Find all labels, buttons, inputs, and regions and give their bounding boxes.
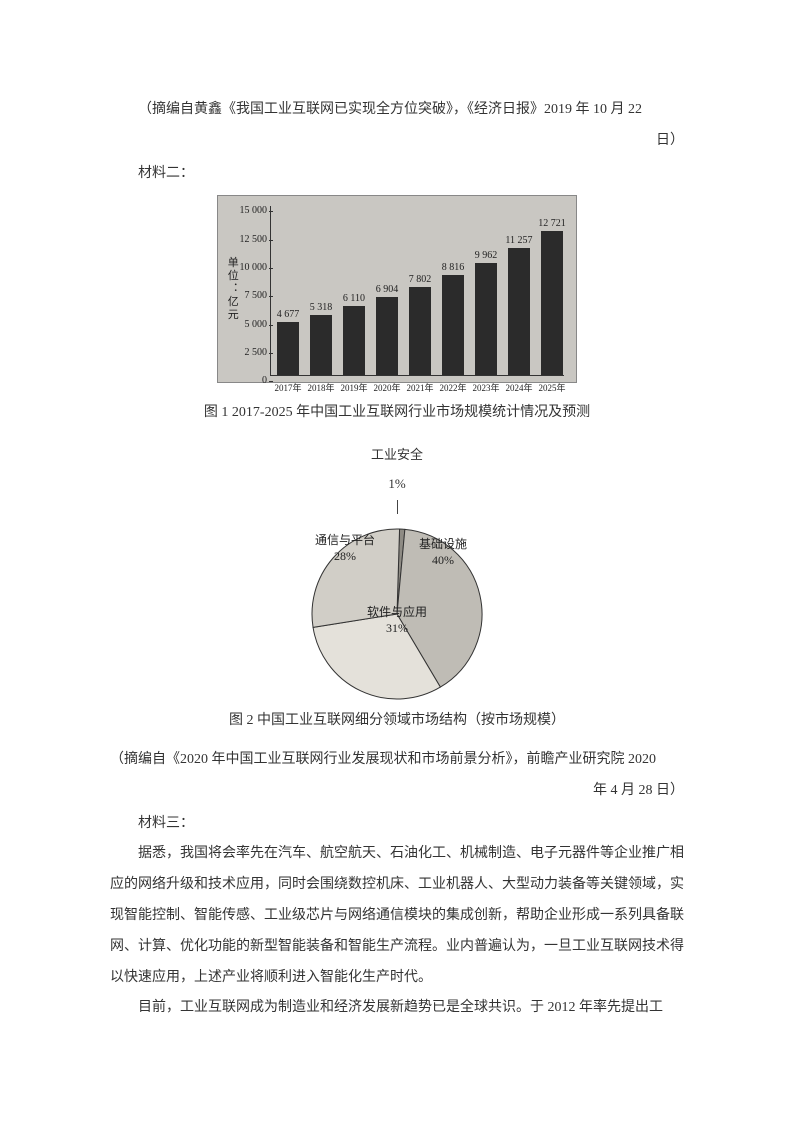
bar-xtick: 2020年 (370, 384, 404, 393)
figure-1-wrap: 单位：亿元 02 5005 0007 50010 00012 50015 000… (110, 195, 684, 396)
bar-chart-ytick: 2 500 (231, 342, 267, 364)
pie-label-software: 软件与应用31% (367, 605, 427, 636)
bar-value-label: 8 816 (433, 262, 473, 273)
pie-top-label: 工业安全 1% (267, 441, 527, 498)
bar-value-label: 12 721 (532, 218, 572, 229)
bar (475, 263, 497, 376)
bar-chart-ytick: 5 000 (231, 314, 267, 336)
bar (508, 248, 530, 376)
bar-value-label: 11 257 (499, 235, 539, 246)
pie-leader-line (397, 500, 398, 514)
pie-label-infrastructure: 基础设施40% (419, 537, 467, 568)
paragraph-2: 目前，工业互联网成为制造业和经济发展新趋势已是全球共识。于 2012 年率先提出… (110, 993, 684, 1024)
pie-chart: 工业安全 1% 基础设施40% 软件与应用31% 通信与平台28% (267, 437, 527, 704)
bar-xtick: 2021年 (403, 384, 437, 393)
bar-xtick: 2025年 (535, 384, 569, 393)
bar (343, 306, 365, 375)
bar-value-label: 6 904 (367, 284, 407, 295)
bar-value-label: 9 962 (466, 250, 506, 261)
bar-xtick: 2019年 (337, 384, 371, 393)
bar-chart-ytick: 15 000 (231, 200, 267, 222)
figure-2-wrap: 工业安全 1% 基础设施40% 软件与应用31% 通信与平台28% (110, 437, 684, 704)
section-3-label: 材料三： (110, 809, 684, 840)
bar-chart-plot: 02 5005 0007 50010 00012 50015 0004 6772… (270, 206, 564, 376)
bar-xtick: 2017年 (271, 384, 305, 393)
bar-xtick: 2018年 (304, 384, 338, 393)
citation-1-line-2: 日） (110, 126, 684, 157)
bar-chart: 单位：亿元 02 5005 0007 50010 00012 50015 000… (217, 195, 577, 383)
section-2-label: 材料二： (110, 159, 684, 190)
citation-2-line-2: 年 4 月 28 日） (110, 776, 684, 807)
citation-1-line-1: （摘编自黄鑫《我国工业互联网已实现全方位突破》，《经济日报》2019 年 10 … (110, 95, 684, 126)
bar-chart-ytick: 12 500 (231, 229, 267, 251)
bar (541, 231, 563, 375)
bar-xtick: 2024年 (502, 384, 536, 393)
figure-1-caption: 图 1 2017-2025 年中国工业互联网行业市场规模统计情况及预测 (110, 398, 684, 429)
bar (310, 315, 332, 375)
bar-xtick: 2022年 (436, 384, 470, 393)
citation-2-line-1: （摘编自《2020 年中国工业互联网行业发展现状和市场前景分析》，前瞻产业研究院… (110, 745, 684, 776)
paragraph-1: 据悉，我国将会率先在汽车、航空航天、石油化工、机械制造、电子元器件等企业推广相应… (110, 839, 684, 993)
bar-value-label: 7 802 (400, 274, 440, 285)
bar (409, 287, 431, 375)
bar (376, 297, 398, 375)
bar-chart-ytick: 0 (231, 370, 267, 392)
bar-chart-ytick: 7 500 (231, 285, 267, 307)
pie-label-comms: 通信与平台28% (315, 533, 375, 564)
bar-chart-ytick: 10 000 (231, 257, 267, 279)
figure-2-caption: 图 2 中国工业互联网细分领域市场结构（按市场规模） (110, 706, 684, 737)
bar-xtick: 2023年 (469, 384, 503, 393)
bar (442, 275, 464, 375)
bar (277, 322, 299, 375)
